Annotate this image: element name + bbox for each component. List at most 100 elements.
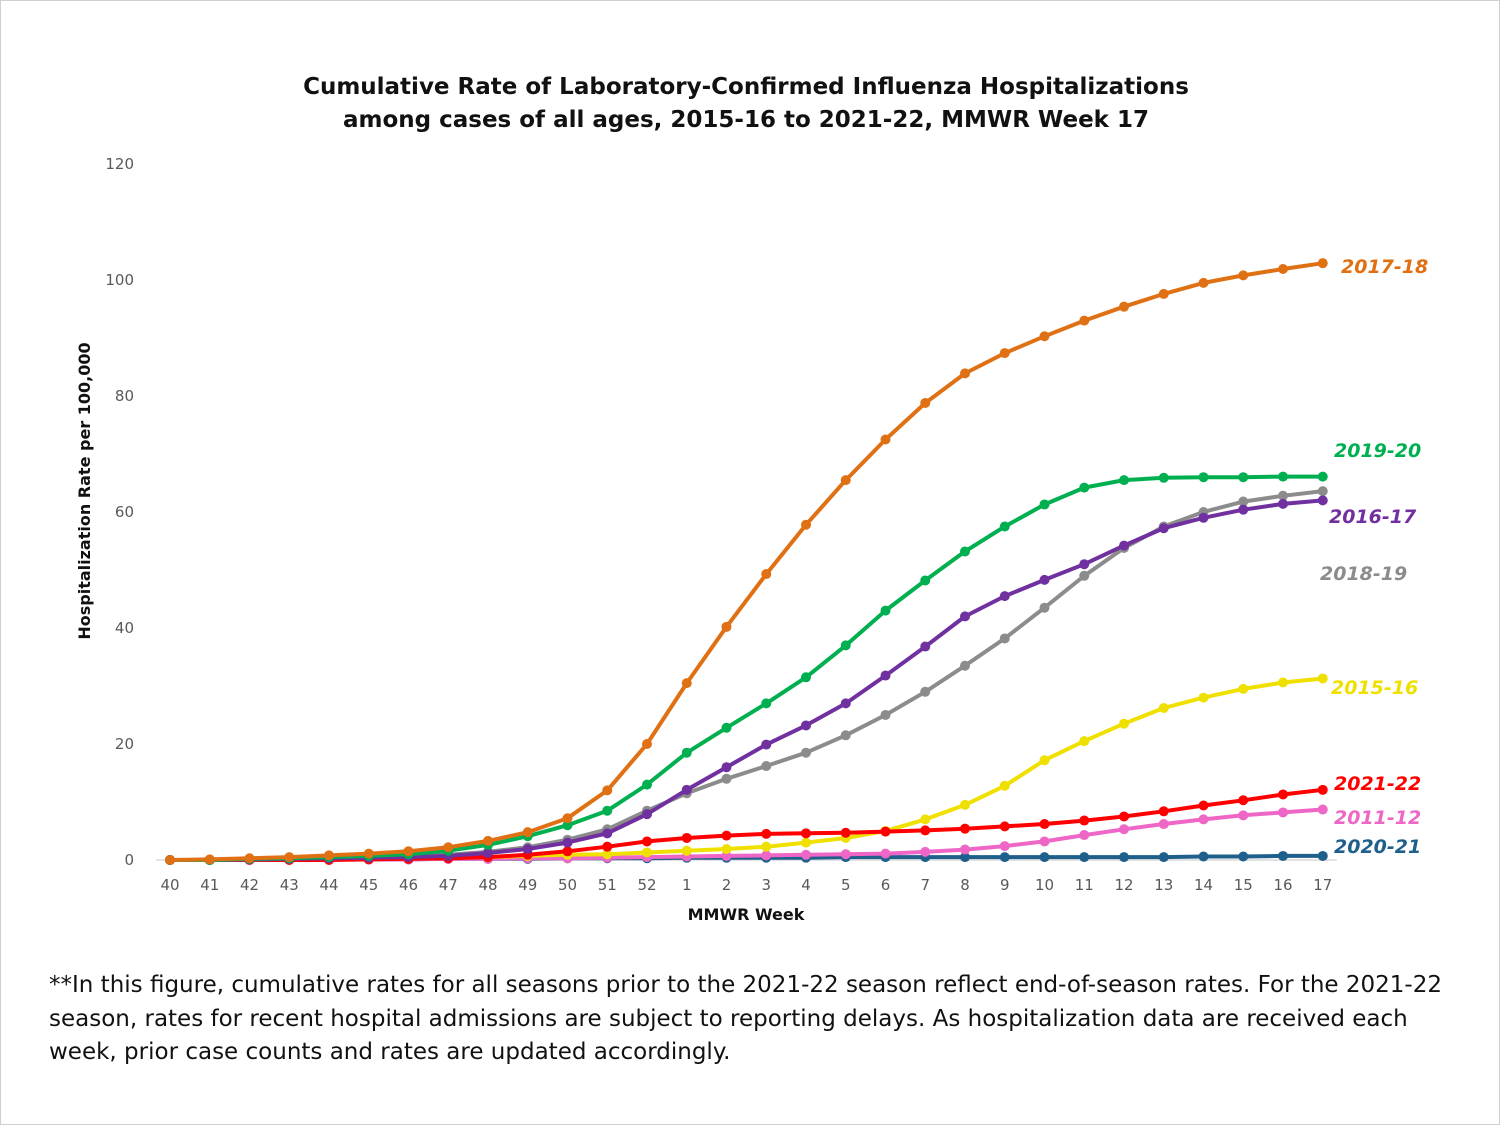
data-point xyxy=(1317,258,1328,269)
data-point xyxy=(1039,574,1050,585)
series-2016-17 xyxy=(165,495,1328,865)
chart-title-line-2: among cases of all ages, 2015-16 to 2021… xyxy=(342,107,1149,133)
data-point xyxy=(801,849,811,860)
data-point xyxy=(1278,498,1288,509)
data-point xyxy=(1158,703,1169,714)
data-point xyxy=(681,845,692,856)
chart-title-line-1: Cumulative Rate of Laboratory-Confirmed … xyxy=(303,74,1189,100)
data-point xyxy=(960,799,970,810)
x-tick-label: 44 xyxy=(319,876,338,894)
series-line-2016-17 xyxy=(170,498,1323,862)
data-point xyxy=(1079,852,1090,863)
data-point xyxy=(1079,482,1090,493)
data-point xyxy=(801,828,811,839)
x-tick-label: 5 xyxy=(841,876,851,894)
data-point xyxy=(801,837,811,848)
x-tick-label: 49 xyxy=(518,876,537,894)
data-point xyxy=(920,686,931,697)
series-line-2019-20 xyxy=(170,474,1323,862)
data-point xyxy=(562,820,573,831)
data-point xyxy=(1238,851,1249,862)
series-2018-19 xyxy=(165,486,1328,865)
series-label-2018-19: 2018-19 xyxy=(1320,563,1407,585)
data-point xyxy=(1317,804,1328,815)
data-point xyxy=(602,849,613,860)
data-point xyxy=(920,397,931,408)
data-point xyxy=(999,591,1010,602)
data-point xyxy=(721,621,732,632)
x-tick-label: 1 xyxy=(682,876,692,894)
data-point xyxy=(1198,814,1209,825)
data-point xyxy=(1039,836,1050,847)
data-point xyxy=(681,678,692,689)
data-point xyxy=(761,761,772,772)
data-point xyxy=(801,720,811,731)
x-tick-label: 6 xyxy=(881,876,891,894)
x-tick-label: 9 xyxy=(1000,876,1010,894)
data-point xyxy=(1238,270,1249,281)
data-point xyxy=(880,710,891,720)
data-point xyxy=(1039,331,1050,342)
data-point xyxy=(1119,852,1129,863)
data-point xyxy=(1039,499,1050,510)
data-point xyxy=(1278,490,1288,501)
x-tick-label: 52 xyxy=(637,876,656,894)
data-point xyxy=(999,521,1010,532)
data-point xyxy=(1079,830,1090,841)
data-point xyxy=(483,848,493,859)
data-point xyxy=(761,698,772,709)
data-point xyxy=(999,841,1010,852)
data-point xyxy=(721,850,732,861)
data-point xyxy=(721,843,732,854)
data-point xyxy=(960,368,970,379)
series-label-2017-18: 2017-18 xyxy=(1341,256,1428,278)
x-tick-label: 51 xyxy=(598,876,617,894)
data-point xyxy=(1119,540,1129,551)
data-point xyxy=(1079,315,1090,326)
data-point xyxy=(602,785,613,796)
data-point xyxy=(721,762,732,773)
x-tick-label: 50 xyxy=(558,876,577,894)
data-point xyxy=(1317,471,1328,482)
data-point xyxy=(681,747,692,758)
data-point xyxy=(1198,277,1209,288)
data-point xyxy=(960,611,970,622)
data-point xyxy=(483,835,493,846)
data-point xyxy=(642,779,652,790)
data-point xyxy=(284,852,295,863)
data-point xyxy=(165,855,175,865)
x-axis-title: MMWR Week xyxy=(688,905,805,924)
data-point xyxy=(920,641,931,652)
data-point xyxy=(1278,789,1288,800)
data-point xyxy=(522,843,533,854)
data-point xyxy=(999,780,1010,791)
series-label-2016-17: 2016-17 xyxy=(1329,506,1417,528)
series-label-2011-12: 2011-12 xyxy=(1334,807,1421,829)
data-point xyxy=(1317,486,1328,497)
data-point xyxy=(761,569,772,580)
data-point xyxy=(761,828,772,839)
data-point xyxy=(1119,301,1129,312)
data-point xyxy=(642,739,652,749)
data-point xyxy=(920,825,931,836)
series-2017-18 xyxy=(165,258,1328,865)
series-line-2018-19 xyxy=(170,489,1324,862)
x-tick-label: 11 xyxy=(1075,876,1094,894)
x-tick-label: 7 xyxy=(920,876,930,894)
x-tick-label: 40 xyxy=(160,876,179,894)
data-point xyxy=(1198,512,1209,523)
data-point xyxy=(1278,677,1288,688)
data-point xyxy=(443,842,454,853)
data-point xyxy=(840,475,851,486)
data-point xyxy=(999,821,1010,832)
data-point xyxy=(602,828,613,839)
data-point xyxy=(1238,496,1249,507)
data-point xyxy=(1198,851,1209,862)
data-point xyxy=(840,849,851,860)
data-point xyxy=(1198,800,1209,811)
data-point xyxy=(562,813,573,824)
data-point xyxy=(602,841,613,852)
x-tick-label: 13 xyxy=(1154,876,1173,894)
data-point xyxy=(1278,471,1288,482)
